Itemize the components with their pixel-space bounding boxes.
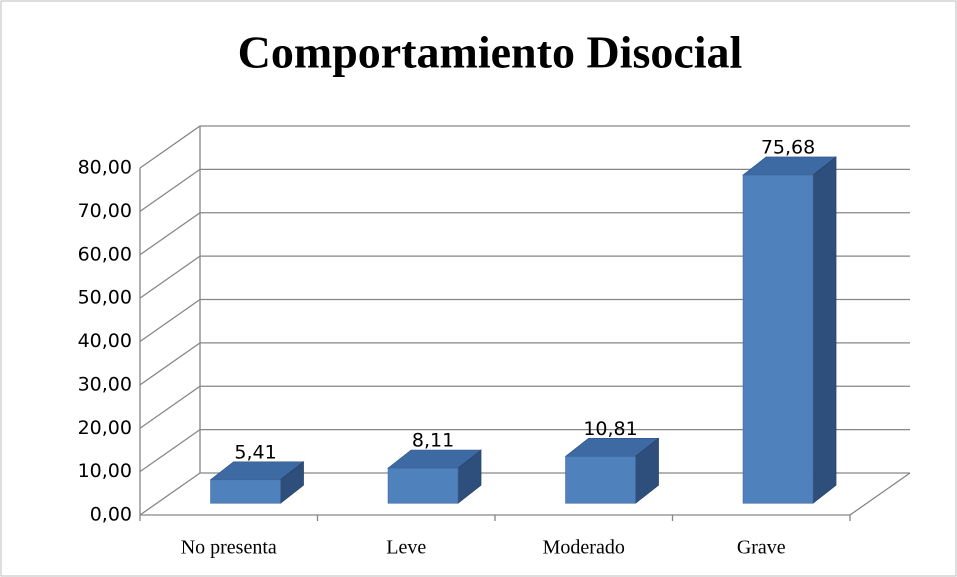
x-tick-label: Grave [737,537,786,559]
y-tick-label: 0,00 [90,504,132,526]
value-label: 10,81 [583,418,637,440]
y-tick-label: 40,00 [78,330,132,352]
value-label: 5,41 [234,441,276,463]
y-tick-label: 80,00 [78,157,132,179]
y-tick-label: 50,00 [78,287,132,309]
bar-side [812,156,837,504]
bar [742,174,814,504]
y-tick-label: 70,00 [78,200,132,222]
bar [210,479,281,504]
x-tick-label: Moderado [543,537,625,559]
bar [565,456,636,504]
y-tick-label: 30,00 [78,373,132,395]
y-tick-label: 20,00 [78,417,132,439]
y-tick-label: 10,00 [78,460,132,482]
value-label: 75,68 [761,136,815,158]
y-tick-label: 60,00 [78,243,132,265]
chart-title: Comportamiento Disocial [238,27,743,78]
bar [387,467,459,504]
x-tick-label: Leve [386,537,426,559]
value-label: 8,11 [412,430,454,452]
x-tick-label: No presenta [181,537,277,559]
